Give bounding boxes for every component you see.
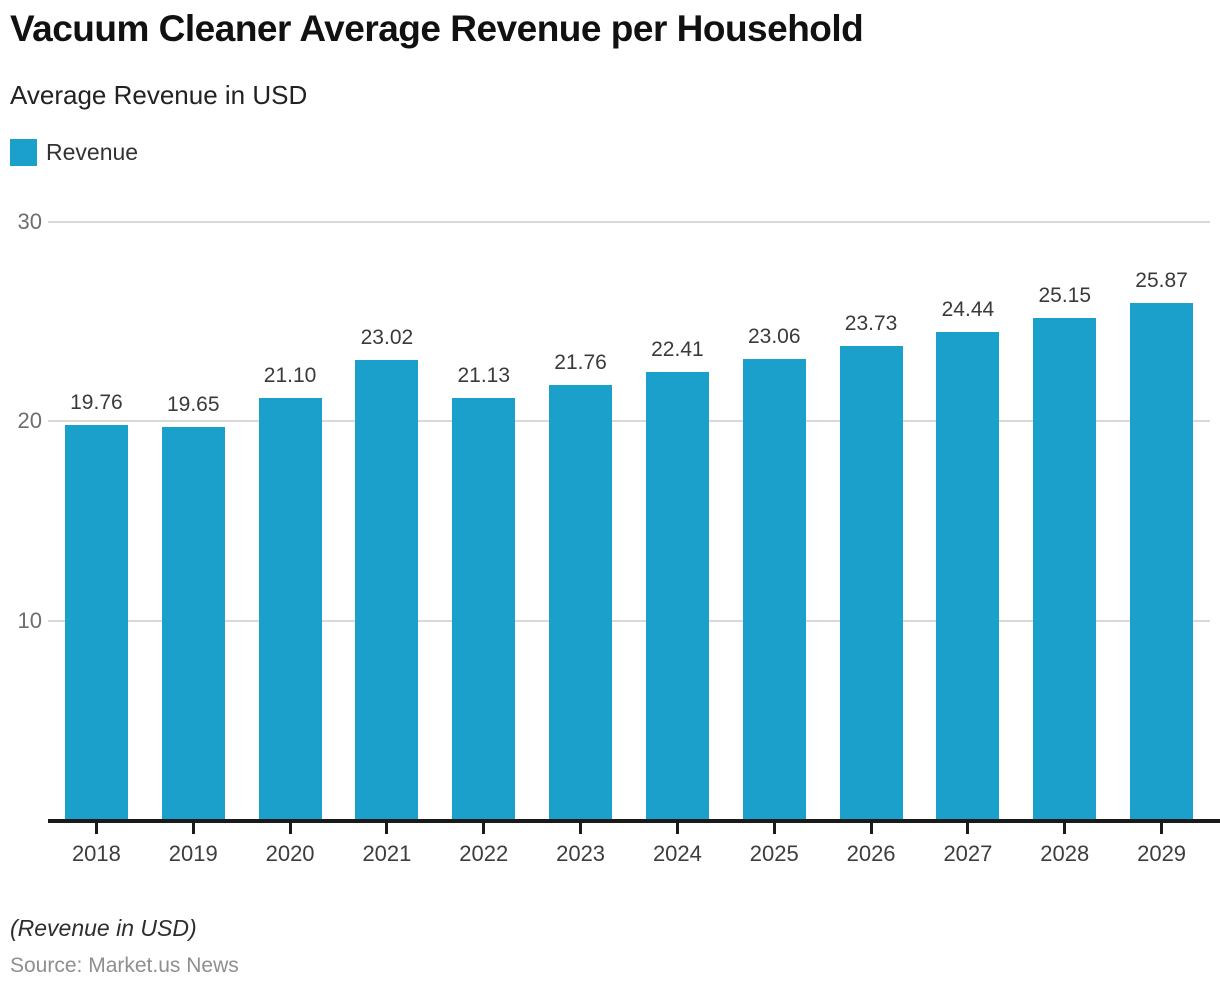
value-label-2019: 19.65 (166, 393, 220, 417)
x-axis-tick (1160, 823, 1164, 834)
x-axis-tick (579, 823, 583, 834)
x-axis-label-2020: 2020 (265, 841, 315, 866)
value-label-2018: 19.76 (70, 391, 123, 415)
x-axis-tick (191, 823, 195, 834)
value-label-2020: 21.10 (263, 364, 317, 388)
bar-2022[interactable] (452, 397, 516, 819)
chart-subtitle: Average Revenue in USD (10, 80, 308, 110)
bar-2020[interactable] (258, 398, 322, 819)
x-axis-tick (772, 823, 776, 834)
x-axis-label-2029: 2029 (1137, 841, 1187, 866)
value-label-2023: 21.76 (554, 351, 607, 375)
value-label-2026: 23.73 (844, 311, 898, 335)
gridline-y-20 (48, 420, 1210, 423)
legend-label: Revenue (46, 139, 139, 165)
legend-swatch (10, 139, 37, 166)
bar-2029[interactable] (1130, 303, 1194, 819)
x-axis-line (48, 819, 1220, 823)
x-axis-tick (869, 823, 873, 834)
bar-2026[interactable] (839, 345, 903, 819)
chart-title: Vacuum Cleaner Average Revenue per House… (10, 8, 864, 49)
x-axis-label-2024: 2024 (652, 841, 702, 866)
gridline-y-30 (48, 221, 1210, 223)
bar-2027[interactable] (936, 331, 1000, 819)
x-axis-tick (482, 823, 486, 834)
x-axis-tick (288, 823, 292, 834)
bar-2021[interactable] (355, 360, 419, 819)
x-axis-label-2018: 2018 (71, 841, 121, 866)
x-axis-label-2028: 2028 (1040, 841, 1090, 866)
unit-note: (Revenue in USD) (10, 915, 197, 941)
x-axis-label-2021: 2021 (362, 841, 412, 866)
value-label-2022: 21.13 (457, 363, 511, 387)
y-axis-tick-label: 30 (17, 209, 42, 234)
x-axis-label-2026: 2026 (846, 841, 896, 866)
value-label-2029: 25.87 (1135, 269, 1188, 293)
bar-2024[interactable] (645, 372, 709, 819)
source-note: Source: Market.us News (10, 954, 239, 977)
bar-2028[interactable] (1033, 317, 1097, 819)
value-label-2028: 25.15 (1038, 283, 1092, 307)
gridline-y-10 (48, 619, 1210, 622)
x-axis-tick (966, 823, 970, 834)
value-label-2025: 23.06 (747, 325, 801, 349)
x-axis-tick (385, 823, 389, 834)
x-axis-label-2025: 2025 (749, 841, 799, 866)
value-label-2021: 23.02 (360, 326, 414, 350)
bar-2023[interactable] (549, 385, 613, 819)
value-label-2027: 24.44 (941, 297, 995, 321)
x-axis-tick (675, 823, 679, 834)
x-axis-label-2022: 2022 (459, 841, 509, 866)
legend-item-revenue[interactable]: Revenue (10, 139, 138, 166)
x-axis-label-2023: 2023 (556, 841, 606, 866)
value-label-2024: 22.41 (651, 338, 704, 362)
bar-2018[interactable] (64, 425, 128, 819)
x-axis-label-2019: 2019 (168, 841, 218, 866)
x-axis-tick (1063, 823, 1067, 834)
y-axis-tick-label: 10 (17, 607, 42, 633)
x-axis-tick (94, 823, 98, 834)
bar-2025[interactable] (742, 359, 806, 819)
y-axis-tick-label: 20 (17, 408, 42, 434)
x-axis-label-2027: 2027 (943, 841, 993, 866)
bar-2019[interactable] (161, 427, 225, 819)
